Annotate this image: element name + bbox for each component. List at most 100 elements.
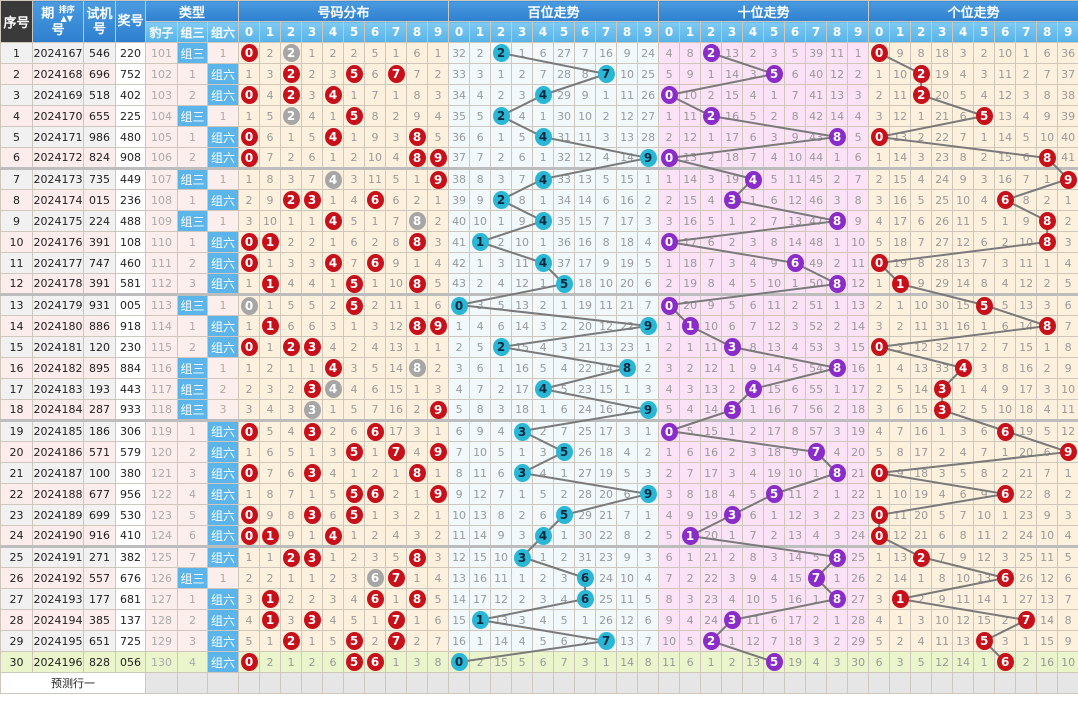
predict-cell[interactable] (238, 672, 261, 694)
tens-cell: 7 (742, 315, 765, 337)
distribution-cell: 4 (259, 84, 282, 106)
hundreds-cell: 8 (448, 462, 471, 484)
tens-cell: 2 (826, 167, 849, 190)
distribution-cell: 1 (238, 315, 261, 337)
predict-cell[interactable] (406, 672, 429, 694)
hundreds-cell: 11 (448, 525, 471, 547)
predict-cell[interactable] (145, 672, 178, 694)
hundreds-cell: 2 (511, 504, 534, 526)
predict-cell[interactable] (511, 672, 534, 694)
distribution-cell: 1 (406, 167, 429, 190)
hundreds-cell: 1 (511, 567, 534, 589)
predict-cell[interactable] (427, 672, 450, 694)
predict-cell[interactable] (868, 672, 891, 694)
distribution-cell: 1 (406, 609, 429, 631)
hundreds-cell: 43 (448, 273, 471, 295)
predict-cell[interactable] (805, 672, 828, 694)
predict-cell[interactable] (973, 672, 996, 694)
predict-cell[interactable] (206, 672, 240, 694)
tens-cell: 1 (826, 483, 849, 505)
predict-cell[interactable] (658, 672, 681, 694)
predict-cell[interactable] (889, 672, 912, 694)
predict-cell[interactable] (490, 672, 513, 694)
hit-ball: 4 (324, 526, 342, 545)
predict-cell[interactable] (700, 672, 723, 694)
type-cell-2: 组六 (206, 630, 240, 652)
distribution-cell: 9 (259, 504, 282, 526)
row-draw: 884 (115, 357, 146, 379)
predict-cell[interactable] (532, 672, 555, 694)
tens-cell: 22 (700, 567, 723, 589)
hundreds-cell: 6 (469, 357, 492, 379)
hit-ball: 0 (240, 128, 258, 146)
distribution-cell: 16 (385, 399, 408, 421)
tens-cell: 4 (742, 84, 765, 106)
predict-cell[interactable] (910, 672, 933, 694)
tens-cell: 2 (721, 231, 744, 253)
hundreds-cell: 25 (595, 588, 618, 610)
hundreds-cell: 1 (553, 293, 576, 316)
predict-cell[interactable] (742, 672, 765, 694)
predict-cell[interactable] (364, 672, 387, 694)
sort-button[interactable]: 排序 ▲▼ (58, 5, 75, 23)
predict-cell[interactable] (994, 672, 1017, 694)
predict-cell[interactable] (721, 672, 744, 694)
predict-cell[interactable] (1057, 672, 1078, 694)
type-cell-1: 组三 (177, 378, 208, 400)
hit-ball: 2 (282, 338, 300, 356)
hundreds-cell: 12 (574, 147, 597, 169)
hundreds-cell: 2 (511, 588, 534, 610)
units-cell: 27 (1015, 588, 1038, 610)
predict-cell[interactable] (679, 672, 702, 694)
predict-cell[interactable] (574, 672, 597, 694)
predict-cell[interactable] (343, 672, 366, 694)
predict-cell[interactable] (1015, 672, 1038, 694)
tens-cell: 2 (742, 419, 765, 442)
predict-cell[interactable] (826, 672, 849, 694)
predict-cell[interactable] (385, 672, 408, 694)
predict-cell[interactable] (616, 672, 639, 694)
predict-cell[interactable] (595, 672, 618, 694)
predict-cell[interactable] (177, 672, 208, 694)
header-issue[interactable]: 期 排序 ▲▼ 号 (32, 0, 84, 43)
predict-cell[interactable] (280, 672, 303, 694)
distribution-cell: 6 (280, 462, 303, 484)
hit-ball: 0 (240, 653, 258, 671)
predict-cell[interactable] (931, 672, 954, 694)
hundreds-cell: 29 (574, 504, 597, 526)
table-row: 22 2024188 677 956 122 4 组六 1 8 7 1 5 5 6 2 1 9 9 12 7 1 5 2 28… (0, 483, 1078, 505)
predict-cell[interactable] (784, 672, 807, 694)
distribution-cell: 8 (259, 483, 282, 505)
tens-cell: 15 (847, 336, 870, 358)
tens-cell: 1 (679, 545, 702, 568)
predict-cell[interactable] (553, 672, 576, 694)
row-issue: 2024189 (32, 504, 84, 526)
distribution-cell: 1 (343, 84, 366, 106)
row-seq: 22 (0, 483, 33, 505)
predict-cell[interactable] (259, 672, 282, 694)
units-cell: 39 (1057, 105, 1078, 127)
distribution-cell: 5 (301, 293, 324, 316)
predict-cell[interactable] (448, 672, 471, 694)
tens-cell: 55 (805, 378, 828, 400)
tens-cell: 53 (805, 336, 828, 358)
predict-cell[interactable] (1036, 672, 1059, 694)
tens-cell: 9 (658, 609, 681, 631)
tens-ball: 0 (660, 233, 678, 251)
predict-cell[interactable] (469, 672, 492, 694)
predict-cell[interactable] (637, 672, 660, 694)
predict-cell[interactable] (763, 672, 786, 694)
predict-cell[interactable] (952, 672, 975, 694)
hit-ball: 2 (282, 65, 300, 83)
predict-cell[interactable] (301, 672, 324, 694)
tens-cell: 12 (742, 630, 765, 652)
distribution-cell: 0 (238, 293, 261, 316)
tens-cell: 2 (658, 189, 681, 211)
hundreds-cell: 11 (616, 84, 639, 106)
predict-cell[interactable] (847, 672, 870, 694)
units-cell: 2 (1015, 651, 1038, 673)
predict-cell[interactable] (322, 672, 345, 694)
type-cell-1: 1 (177, 126, 208, 148)
hit-ball: 4 (324, 86, 342, 104)
